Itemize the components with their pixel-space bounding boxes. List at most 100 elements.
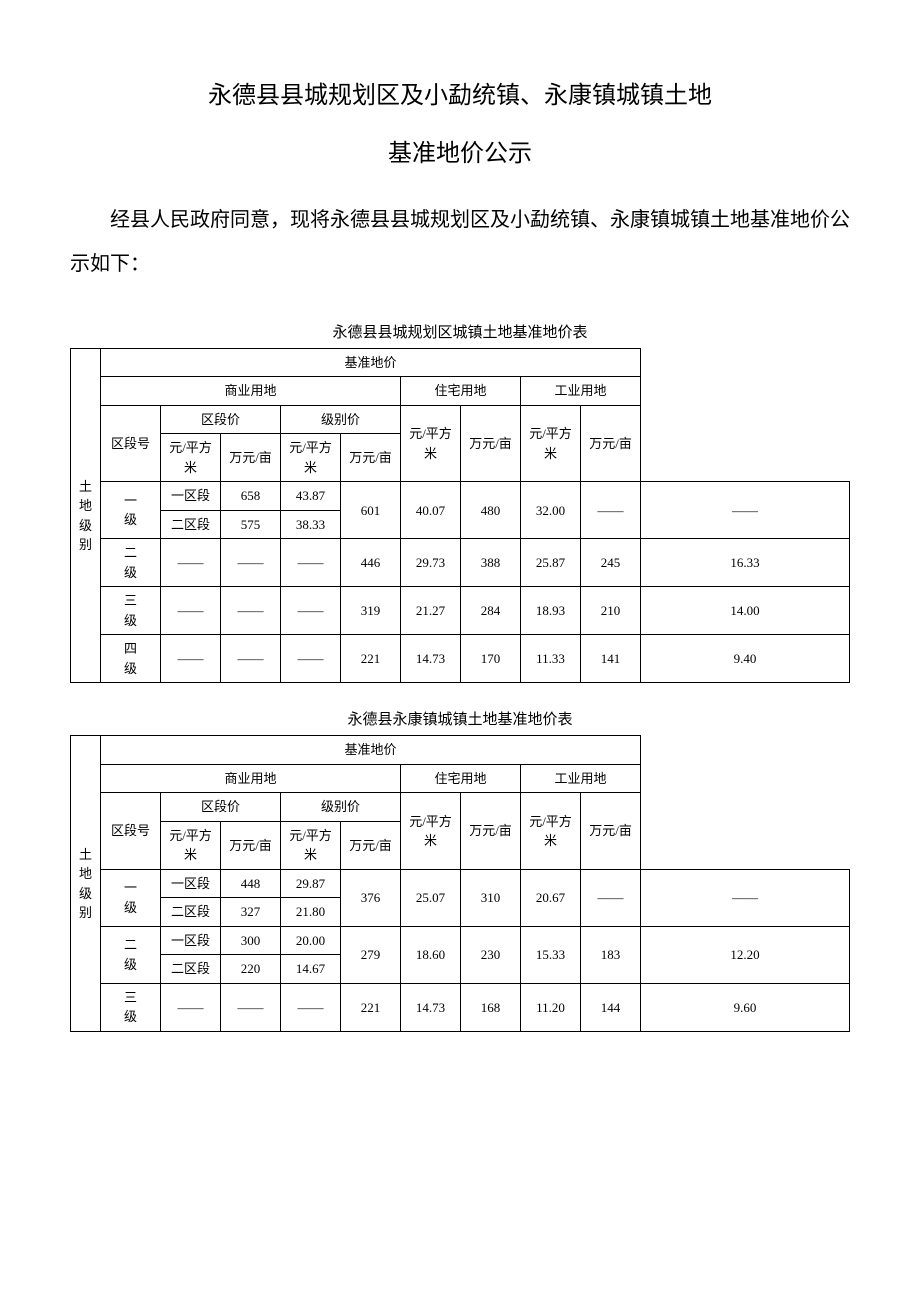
header-lvl-sqm: 元/平方米 bbox=[281, 821, 341, 869]
table-row: 二级一区段30020.0027918.6023015.3318312.20 bbox=[71, 926, 850, 955]
cell-res-mu: 20.67 bbox=[521, 869, 581, 926]
cell-res-mu: 11.20 bbox=[521, 983, 581, 1031]
header-seg-sqm: 元/平方米 bbox=[161, 821, 221, 869]
table-row: 三级——————31921.2728418.9321014.00 bbox=[71, 587, 850, 635]
header-segment-price: 区段价 bbox=[161, 405, 281, 434]
cell-lvl-mu: 14.73 bbox=[401, 635, 461, 683]
cell-lvl-mu: 29.73 bbox=[401, 539, 461, 587]
cell-lvl-mu: 25.07 bbox=[401, 869, 461, 926]
cell-segment: —— bbox=[161, 587, 221, 635]
cell-ind-sqm: 144 bbox=[581, 983, 641, 1031]
cell-ind-mu: 14.00 bbox=[641, 587, 850, 635]
header-segment-no: 区段号 bbox=[101, 793, 161, 870]
header-ind-sqm: 元/平方米 bbox=[521, 793, 581, 870]
cell-res-sqm: 168 bbox=[461, 983, 521, 1031]
cell-level: 一级 bbox=[101, 869, 161, 926]
cell-seg-sqm: 327 bbox=[221, 898, 281, 927]
header-ind-mu: 万元/亩 bbox=[581, 405, 641, 482]
cell-ind-sqm: —— bbox=[581, 869, 641, 926]
header-lvl-mu: 万元/亩 bbox=[341, 434, 401, 482]
cell-lvl-mu: 21.27 bbox=[401, 587, 461, 635]
table-row: 一级一区段65843.8760140.0748032.00———— bbox=[71, 482, 850, 511]
table2: 土地级别基准地价商业用地住宅用地工业用地区段号区段价级别价元/平方米万元/亩元/… bbox=[70, 735, 850, 1032]
cell-seg-mu: 20.00 bbox=[281, 926, 341, 955]
document-title-line1: 永德县县城规划区及小勐统镇、永康镇城镇土地 bbox=[70, 70, 850, 123]
table-row: 三级——————22114.7316811.201449.60 bbox=[71, 983, 850, 1031]
header-res-sqm: 元/平方米 bbox=[401, 793, 461, 870]
table-row: 二级——————44629.7338825.8724516.33 bbox=[71, 539, 850, 587]
header-ind-mu: 万元/亩 bbox=[581, 793, 641, 870]
header-seg-mu: 万元/亩 bbox=[221, 434, 281, 482]
cell-ind-sqm: 141 bbox=[581, 635, 641, 683]
header-seg-sqm: 元/平方米 bbox=[161, 434, 221, 482]
cell-lvl-sqm: 319 bbox=[341, 587, 401, 635]
cell-res-sqm: 230 bbox=[461, 926, 521, 983]
cell-ind-mu: 16.33 bbox=[641, 539, 850, 587]
table-row: 四级——————22114.7317011.331419.40 bbox=[71, 635, 850, 683]
cell-seg-sqm: 300 bbox=[221, 926, 281, 955]
header-industrial: 工业用地 bbox=[521, 377, 641, 406]
cell-res-sqm: 170 bbox=[461, 635, 521, 683]
header-res-sqm: 元/平方米 bbox=[401, 405, 461, 482]
cell-level: 二级 bbox=[101, 926, 161, 983]
header-land-level: 土地级别 bbox=[71, 348, 101, 683]
cell-segment: —— bbox=[161, 983, 221, 1031]
cell-seg-sqm: —— bbox=[221, 983, 281, 1031]
cell-res-mu: 11.33 bbox=[521, 635, 581, 683]
land-price-table-2: 土地级别基准地价商业用地住宅用地工业用地区段号区段价级别价元/平方米万元/亩元/… bbox=[70, 735, 850, 1032]
land-price-table-1: 土地级别基准地价商业用地住宅用地工业用地区段号区段价级别价元/平方米万元/亩元/… bbox=[70, 348, 850, 684]
cell-lvl-sqm: 279 bbox=[341, 926, 401, 983]
cell-seg-mu: 21.80 bbox=[281, 898, 341, 927]
cell-seg-sqm: —— bbox=[221, 587, 281, 635]
cell-ind-mu: 9.40 bbox=[641, 635, 850, 683]
header-level-price: 级别价 bbox=[281, 405, 401, 434]
table1-caption: 永德县县城规划区城镇土地基准地价表 bbox=[70, 321, 850, 342]
cell-ind-mu: —— bbox=[641, 869, 850, 926]
document-intro: 经县人民政府同意，现将永德县县城规划区及小勐统镇、永康镇城镇土地基准地价公示如下… bbox=[70, 198, 850, 286]
cell-ind-sqm: 245 bbox=[581, 539, 641, 587]
header-land-level: 土地级别 bbox=[71, 736, 101, 1032]
cell-ind-mu: 9.60 bbox=[641, 983, 850, 1031]
table-row: 一级一区段44829.8737625.0731020.67———— bbox=[71, 869, 850, 898]
cell-res-sqm: 388 bbox=[461, 539, 521, 587]
header-ind-sqm: 元/平方米 bbox=[521, 405, 581, 482]
cell-segment: 二区段 bbox=[161, 955, 221, 984]
header-residential: 住宅用地 bbox=[401, 764, 521, 793]
cell-seg-sqm: —— bbox=[221, 635, 281, 683]
cell-seg-sqm: 220 bbox=[221, 955, 281, 984]
header-res-mu: 万元/亩 bbox=[461, 405, 521, 482]
cell-seg-mu: —— bbox=[281, 635, 341, 683]
cell-level: 三级 bbox=[101, 983, 161, 1031]
cell-lvl-sqm: 221 bbox=[341, 983, 401, 1031]
document-title-line2: 基准地价公示 bbox=[70, 133, 850, 168]
header-lvl-mu: 万元/亩 bbox=[341, 821, 401, 869]
header-residential: 住宅用地 bbox=[401, 377, 521, 406]
cell-level: 二级 bbox=[101, 539, 161, 587]
cell-segment: 一区段 bbox=[161, 926, 221, 955]
header-res-mu: 万元/亩 bbox=[461, 793, 521, 870]
cell-res-mu: 18.93 bbox=[521, 587, 581, 635]
cell-seg-mu: 38.33 bbox=[281, 510, 341, 539]
cell-segment: 二区段 bbox=[161, 510, 221, 539]
cell-seg-sqm: 658 bbox=[221, 482, 281, 511]
cell-seg-mu: 14.67 bbox=[281, 955, 341, 984]
header-segment-no: 区段号 bbox=[101, 405, 161, 482]
cell-ind-sqm: —— bbox=[581, 482, 641, 539]
cell-segment: 一区段 bbox=[161, 869, 221, 898]
cell-lvl-mu: 14.73 bbox=[401, 983, 461, 1031]
cell-lvl-sqm: 376 bbox=[341, 869, 401, 926]
cell-ind-sqm: 210 bbox=[581, 587, 641, 635]
header-industrial: 工业用地 bbox=[521, 764, 641, 793]
cell-seg-sqm: —— bbox=[221, 539, 281, 587]
cell-segment: —— bbox=[161, 539, 221, 587]
cell-res-sqm: 284 bbox=[461, 587, 521, 635]
cell-segment: 一区段 bbox=[161, 482, 221, 511]
cell-level: 三级 bbox=[101, 587, 161, 635]
cell-res-mu: 25.87 bbox=[521, 539, 581, 587]
header-commercial: 商业用地 bbox=[101, 377, 401, 406]
cell-seg-mu: 29.87 bbox=[281, 869, 341, 898]
cell-seg-mu: 43.87 bbox=[281, 482, 341, 511]
cell-seg-sqm: 575 bbox=[221, 510, 281, 539]
cell-lvl-mu: 18.60 bbox=[401, 926, 461, 983]
cell-segment: —— bbox=[161, 635, 221, 683]
